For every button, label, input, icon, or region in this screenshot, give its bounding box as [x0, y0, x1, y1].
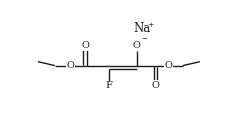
Text: O: O [165, 61, 173, 70]
Text: O: O [81, 41, 89, 50]
Text: +: + [148, 21, 154, 29]
Text: −: − [141, 35, 147, 43]
Text: O: O [67, 61, 75, 70]
Text: Na: Na [134, 22, 151, 35]
Text: O: O [133, 41, 141, 50]
Text: F: F [105, 81, 112, 90]
Text: O: O [152, 81, 160, 90]
